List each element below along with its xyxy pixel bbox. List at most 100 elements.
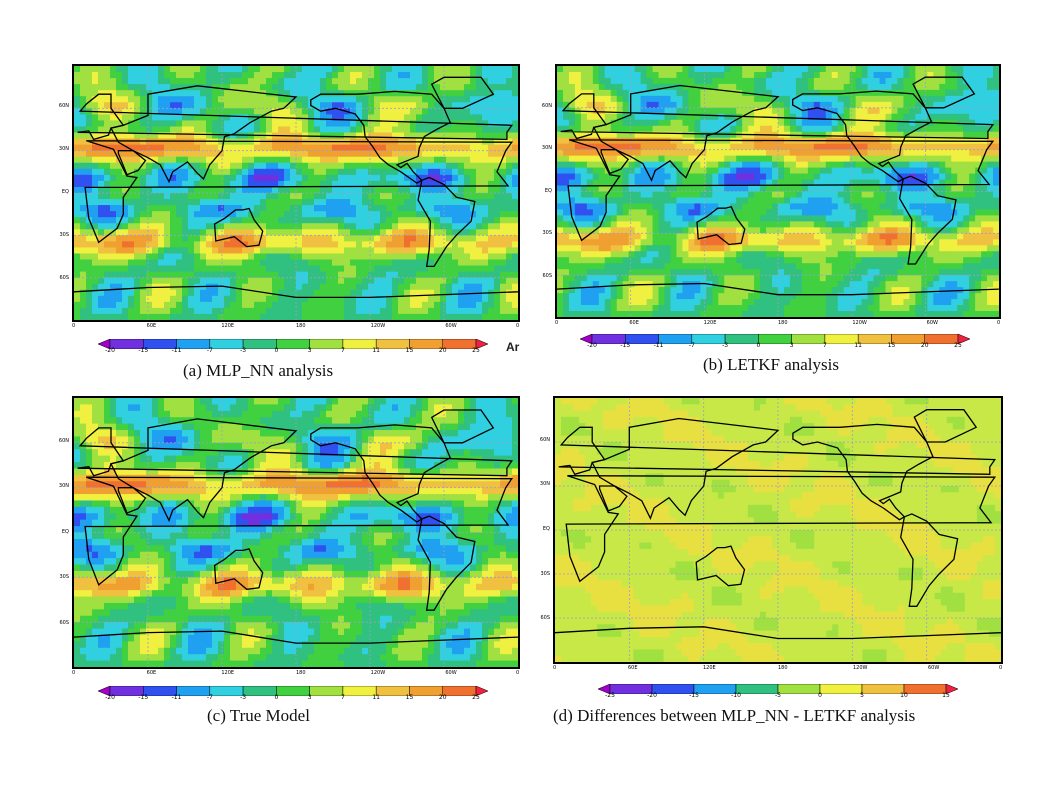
colorbar-segment — [824, 333, 859, 345]
colorbar-tick-label: 11 — [854, 342, 862, 349]
lat-tick-label: 30S — [59, 574, 69, 580]
lon-tick-label: 180 — [296, 323, 306, 329]
colorbar-segment — [342, 685, 377, 697]
map-a — [72, 64, 520, 322]
colorbar-tick-label: 3 — [307, 694, 312, 701]
lon-tick-label: 0 — [516, 323, 520, 329]
colorbar-tick-label: 7 — [822, 342, 827, 349]
lat-tick-label: 30S — [540, 570, 550, 577]
colorbar-segment — [442, 685, 477, 697]
coastlines — [74, 76, 518, 299]
colorbar-tick-label: 15 — [887, 342, 896, 349]
lon-tick-label: 0 — [516, 670, 520, 676]
colorbar-tick-label: 25 — [472, 694, 480, 701]
colorbar-svg-b — [579, 333, 971, 345]
lat-tick-label: 60S — [59, 619, 69, 626]
colorbar-segment — [409, 685, 443, 697]
colorbar-tick-label: -11 — [653, 342, 664, 349]
map-d — [553, 396, 1003, 664]
colorbar-segment — [691, 333, 726, 345]
lat-tick-label: 60S — [540, 615, 550, 622]
field-map-b — [557, 66, 999, 317]
colorbar-tick-label: -11 — [171, 347, 182, 354]
lon-tick-label: 0 — [999, 665, 1003, 671]
colorbar-tick-label: 20 — [438, 347, 447, 354]
colorbar-tick-label: -7 — [688, 342, 695, 349]
colorbar-max-arrow — [957, 333, 971, 345]
coastlines — [557, 76, 999, 296]
lon-tick-label: 120E — [703, 665, 716, 671]
colorbar-segment — [309, 685, 344, 697]
colorbar-d: -25 -20 -15 -10 -5 0 5 10 15 — [597, 681, 959, 701]
caption-b: (b) LETKF analysis — [703, 355, 839, 374]
lon-tick-label: 120W — [370, 670, 386, 676]
lon-tick-label: 180 — [778, 665, 788, 671]
colorbar-segment — [209, 685, 244, 697]
field-map-c — [74, 398, 518, 667]
colorbar-tick-label: -10 — [731, 692, 741, 699]
colorbar-tick-label: -15 — [620, 342, 631, 349]
colorbar-tick-label: 3 — [789, 342, 794, 349]
coastlines — [555, 409, 1001, 640]
colorbar-segment — [758, 333, 792, 345]
colorbar-segment — [735, 683, 779, 695]
colorbar-tick-label: 15 — [405, 694, 414, 701]
colorbar-c: -20 -15 -11 -7 -3 0 3 7 11 15 20 25 — [97, 683, 489, 703]
grid-lines — [74, 66, 518, 320]
lon-tick-label: 0 — [997, 320, 1001, 326]
colorbar-tick-label: 20 — [920, 342, 929, 349]
colorbar-tick-label: -7 — [206, 694, 213, 701]
colorbar-segment — [724, 333, 759, 345]
colorbar-tick-label: 20 — [438, 694, 447, 701]
colorbar-segment — [857, 333, 892, 345]
colorbar-tick-label: 0 — [274, 347, 279, 354]
lat-tick-label: 60S — [59, 275, 69, 281]
lon-tick-label: 120E — [221, 670, 235, 676]
colorbar-segment — [442, 338, 477, 350]
colorbar-tick-label: -20 — [647, 692, 657, 699]
colorbar-tick-label: -11 — [171, 694, 182, 701]
colorbar-a: -20 -15 -11 -7 -3 0 3 7 11 15 20 25 — [97, 336, 489, 356]
colorbar-segment — [242, 338, 277, 350]
coastlines — [74, 409, 518, 644]
colorbar-segment — [651, 683, 695, 695]
colorbar-max-arrow — [475, 685, 489, 697]
colorbar-tick-label: -25 — [605, 692, 615, 699]
colorbar-segment — [375, 338, 410, 350]
colorbar-segment — [209, 338, 244, 350]
colorbar-svg-a — [97, 338, 489, 350]
lon-tick-label: 180 — [296, 670, 306, 676]
map-c — [72, 396, 520, 669]
colorbar-segment — [309, 338, 344, 350]
lat-tick-label: 30S — [542, 230, 552, 236]
lon-axis-b: 0 60E 120E 180 120W 60W 0 — [555, 319, 1001, 329]
colorbar-tick-label: -3 — [722, 342, 729, 349]
colorbar-segment — [409, 338, 443, 350]
lat-tick-label: 30N — [539, 481, 550, 488]
lat-tick-label: 30N — [58, 483, 69, 489]
lon-tick-label: 0 — [553, 665, 557, 671]
lon-tick-label: 0 — [72, 323, 76, 329]
colorbar-tick-label: 10 — [900, 692, 908, 699]
lon-axis-a: 0 60E 120E 180 120W 60W 0 — [72, 322, 520, 332]
colorbar-segment — [891, 333, 925, 345]
lon-tick-label: 120E — [703, 320, 717, 326]
colorbar-max-arrow — [475, 338, 489, 350]
colorbar-segment — [276, 685, 310, 697]
colorbar-segment — [924, 333, 959, 345]
colorbar-segment — [342, 338, 377, 350]
field-cells — [74, 398, 518, 667]
colorbar-tick-label: -20 — [105, 347, 115, 354]
lat-tick-label: 60N — [58, 437, 69, 444]
lat-tick-label: EQ — [61, 189, 69, 195]
colorbar-max-arrow — [945, 683, 959, 695]
colorbar-tick-label: -3 — [240, 694, 247, 701]
lat-axis-d: 60N 30N EQ 30S 60S — [533, 396, 553, 664]
lat-tick-label: EQ — [542, 526, 550, 532]
lat-tick-label: 30N — [541, 145, 552, 151]
lat-tick-label: 60N — [539, 436, 550, 443]
lon-tick-label: 60E — [628, 665, 638, 671]
colorbar-segment — [609, 683, 653, 695]
lat-axis-c: 60N 30N EQ 30S 60S — [52, 396, 72, 669]
lon-tick-label: 60W — [926, 320, 938, 326]
